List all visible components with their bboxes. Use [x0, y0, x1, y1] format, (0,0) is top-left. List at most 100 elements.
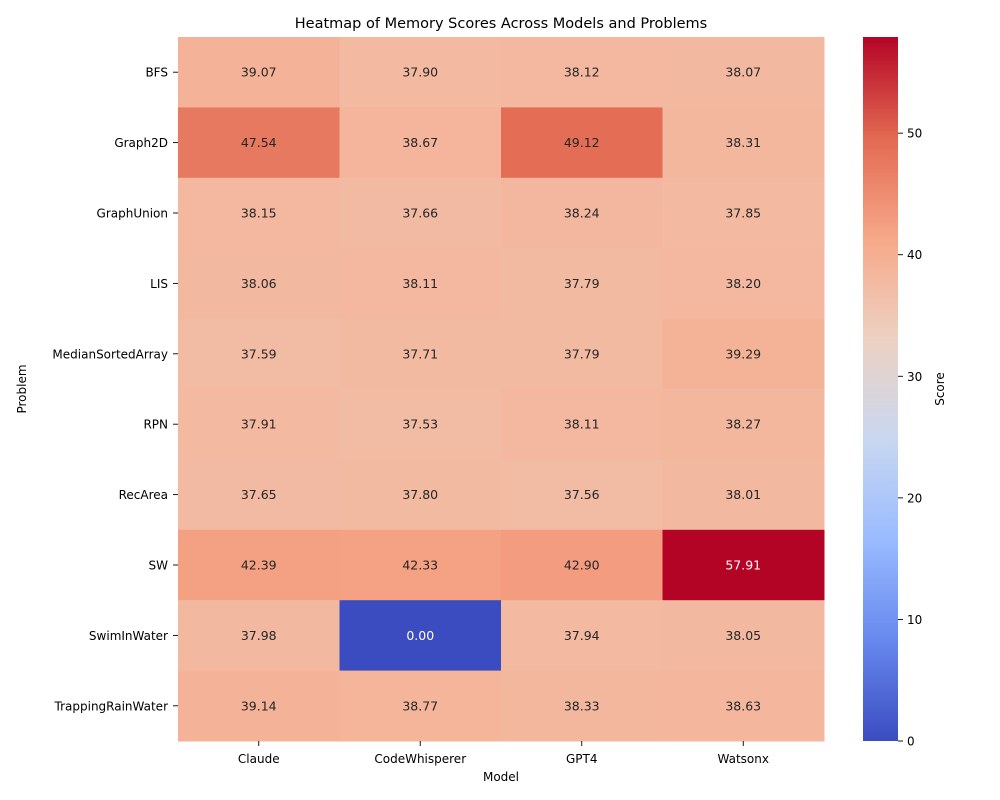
cell-value-label: 38.05 [725, 628, 761, 643]
heatmap-cell [178, 389, 340, 460]
heatmap-cell [178, 37, 340, 108]
heatmap-cell [662, 177, 825, 249]
cell-value-label: 42.33 [402, 558, 438, 573]
x-axis-label: Model [483, 770, 519, 784]
cell-value-label: 37.98 [241, 628, 277, 643]
y-tick-label: GraphUnion [97, 207, 168, 221]
cell-value-label: 38.24 [564, 206, 600, 221]
colorbar-tick-label: 10 [907, 613, 922, 627]
heatmap-cell [339, 177, 502, 249]
chart-title: Heatmap of Memory Scores Across Models a… [295, 16, 707, 32]
cell-value-label: 0.00 [406, 628, 434, 643]
cell-value-label: 57.91 [725, 558, 761, 573]
heatmap-cell [662, 37, 825, 108]
cell-value-label: 37.66 [402, 206, 438, 221]
heatmap-cell [662, 459, 825, 531]
cell-value-label: 39.07 [241, 65, 277, 80]
heatmap-cell [662, 107, 825, 179]
y-axis: BFS Graph2D GraphUnion LIS MedianSortedArray… [52, 66, 178, 713]
heatmap-cell [662, 600, 825, 672]
y-axis-label: Problem [15, 364, 29, 413]
heatmap-cell [662, 670, 825, 742]
heatmap-cell [501, 529, 663, 601]
heatmap-cell [501, 37, 663, 108]
cell-value-label: 42.39 [241, 558, 277, 573]
y-tick-label: SwimInWater [89, 629, 168, 643]
colorbar [863, 37, 898, 741]
heatmap-cell [339, 600, 502, 672]
cell-value-label: 38.01 [725, 487, 761, 502]
cell-value-label: 49.12 [564, 135, 600, 150]
y-tick-label: BFS [145, 66, 168, 80]
cell-value-label: 38.06 [241, 276, 277, 291]
heatmap-cell [501, 318, 663, 390]
cell-value-label: 39.29 [725, 346, 761, 361]
heatmap-cell [178, 107, 340, 179]
cell-value-label: 37.71 [402, 346, 438, 361]
colorbar-tick-label: 40 [907, 248, 922, 262]
heatmap-cell [339, 459, 502, 531]
heatmap-cell [501, 248, 663, 320]
y-tick-label: RecArea [119, 488, 168, 502]
cell-value-label: 37.85 [725, 206, 761, 221]
cell-value-label: 38.11 [564, 417, 600, 432]
cell-value-label: 37.94 [564, 628, 600, 643]
cell-value-label: 38.67 [402, 135, 438, 150]
colorbar-label: Score [933, 372, 947, 406]
heatmap-cell [178, 318, 340, 390]
y-tick-label: MedianSortedArray [52, 347, 168, 361]
colorbar-ticks: 0 10 20 30 40 50 [898, 127, 922, 749]
x-axis: Claude CodeWhisperer GPT4 Watsonx [238, 741, 769, 766]
heatmap-cell [501, 459, 663, 531]
heatmap-cell [662, 389, 825, 460]
cell-value-label: 37.80 [402, 487, 438, 502]
heatmap-cell [178, 248, 340, 320]
cell-value-label: 42.90 [564, 558, 600, 573]
heatmap-cell [178, 670, 340, 742]
colorbar-tick-label: 0 [907, 735, 915, 749]
heatmap-cell [339, 37, 502, 108]
heatmap-cell [501, 177, 663, 249]
cell-value-label: 37.65 [241, 487, 277, 502]
heatmap-cell [178, 459, 340, 531]
heatmap-cell [662, 529, 825, 601]
colorbar-tick-label: 50 [907, 127, 922, 141]
heatmap-cell [501, 600, 663, 672]
heatmap-cell [501, 389, 663, 460]
heatmap-cell [178, 600, 340, 672]
heatmap-cell [339, 670, 502, 742]
heatmap-cell [178, 529, 340, 601]
x-tick-label: Watsonx [718, 752, 769, 766]
y-tick-label: TrappingRainWater [54, 699, 169, 713]
heatmap-cell [501, 670, 663, 742]
colorbar-tick-label: 20 [907, 491, 922, 505]
heatmap-cell [501, 107, 663, 179]
cell-value-label: 38.33 [564, 698, 600, 713]
heatmap-cell [339, 107, 502, 179]
cell-value-label: 39.14 [241, 698, 277, 713]
cell-value-label: 37.79 [564, 276, 600, 291]
cell-value-label: 37.90 [402, 65, 438, 80]
x-tick-label: CodeWhisperer [374, 752, 466, 766]
cell-value-label: 38.12 [564, 65, 600, 80]
cell-value-label: 37.59 [241, 346, 277, 361]
cell-value-label: 38.77 [402, 698, 438, 713]
heatmap-cell [339, 248, 502, 320]
y-tick-label: Graph2D [114, 136, 168, 150]
heatmap-cell [178, 177, 340, 249]
cell-value-label: 37.53 [402, 417, 438, 432]
cell-value-label: 38.20 [725, 276, 761, 291]
heatmap-cell [339, 529, 502, 601]
heatmap-cell [339, 318, 502, 390]
cell-value-label: 38.15 [241, 206, 277, 221]
cell-value-label: 38.27 [725, 417, 761, 432]
cell-value-label: 37.79 [564, 346, 600, 361]
heatmap-cell [662, 318, 825, 390]
cell-value-label: 38.11 [402, 276, 438, 291]
cell-value-label: 38.63 [725, 698, 761, 713]
cell-value-label: 37.56 [564, 487, 600, 502]
x-tick-label: GPT4 [566, 752, 598, 766]
y-tick-label: RPN [143, 418, 168, 432]
heatmap-cells: 39.07 37.90 38.12 38.07 47.54 38.67 49.12 38.31… [178, 37, 825, 742]
